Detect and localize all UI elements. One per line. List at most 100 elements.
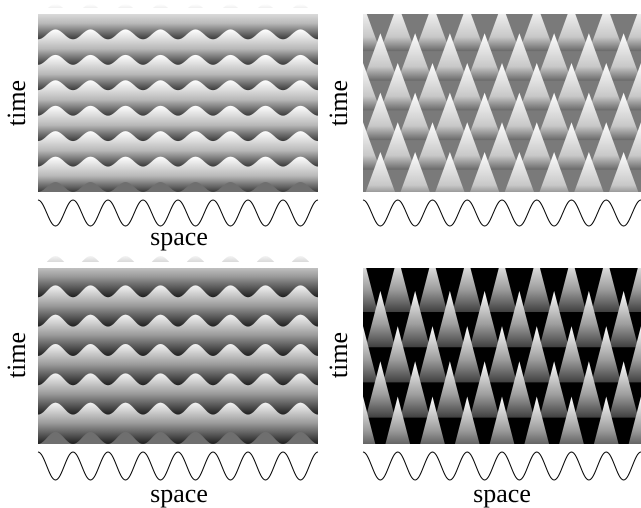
cone-mark xyxy=(470,361,500,418)
cone-mark xyxy=(470,290,500,348)
cone-mark xyxy=(539,290,569,348)
panel-bottom-right: space time xyxy=(323,228,641,508)
cone-mark xyxy=(365,290,395,348)
cone-mark xyxy=(417,255,448,312)
cone-mark xyxy=(522,326,552,383)
cone-mark xyxy=(606,151,641,200)
cone-mark xyxy=(365,361,395,418)
y-axis-label: time xyxy=(2,80,31,126)
cone-mark xyxy=(452,255,482,312)
cone-mark xyxy=(626,396,641,453)
cone-mark xyxy=(623,122,641,170)
cone-mark xyxy=(519,122,555,170)
cone-mark xyxy=(484,62,520,111)
cone-mark xyxy=(432,33,468,81)
cone-mark xyxy=(449,62,485,111)
wave-curve xyxy=(362,451,641,481)
cone-mark xyxy=(467,151,502,200)
x-axis-label: space xyxy=(150,222,208,251)
cone-mark xyxy=(380,3,416,52)
cone-mark xyxy=(397,33,433,81)
cone-mark xyxy=(536,92,572,141)
cone-mark xyxy=(397,92,433,141)
cone-mark xyxy=(487,255,517,312)
cone-mark xyxy=(415,3,450,52)
cone-mark xyxy=(380,62,416,111)
cone-mark xyxy=(383,326,413,383)
cone-mark xyxy=(556,255,587,312)
cone-mark xyxy=(556,326,587,383)
y-axis-label: time xyxy=(2,332,31,378)
cone-mark xyxy=(435,290,465,348)
panel-top-right: space time xyxy=(323,0,641,251)
cone-mark xyxy=(609,290,639,348)
wave-curve xyxy=(362,199,641,227)
cone-mark xyxy=(467,92,502,141)
cone-mark xyxy=(606,92,641,141)
wave-curve xyxy=(37,451,319,481)
cone-mark xyxy=(383,396,413,453)
cone-mark xyxy=(484,122,520,170)
cone-mark xyxy=(504,361,534,418)
plot-area xyxy=(323,228,641,464)
cone-mark xyxy=(519,62,555,111)
cone-mark xyxy=(623,62,641,111)
cone-mark xyxy=(363,151,398,200)
time-band xyxy=(38,4,318,40)
time-band xyxy=(38,314,318,356)
cone-mark xyxy=(522,396,552,453)
cone-mark xyxy=(502,33,537,81)
cone-mark xyxy=(502,92,537,141)
cone-mark xyxy=(363,33,398,81)
plot-area xyxy=(38,256,318,444)
cone-mark xyxy=(554,62,589,111)
cone-mark xyxy=(467,33,502,81)
cone-mark xyxy=(571,92,607,141)
cone-mark xyxy=(487,326,517,383)
cone-mark xyxy=(571,33,607,81)
cone-mark xyxy=(415,122,450,170)
panel-top-left: space time xyxy=(2,4,319,251)
x-axis-label: space xyxy=(473,479,531,508)
time-band xyxy=(38,131,318,167)
cone-mark xyxy=(626,326,641,383)
cone-mark xyxy=(400,361,430,418)
cone-mark xyxy=(432,92,468,141)
cone-mark xyxy=(397,151,433,200)
time-band xyxy=(38,373,318,415)
cone-mark xyxy=(556,396,587,453)
cone-mark xyxy=(432,151,468,200)
plot-area xyxy=(323,0,641,212)
time-band xyxy=(38,29,318,65)
cone-mark xyxy=(626,255,641,312)
wave-curve xyxy=(37,199,319,227)
time-band xyxy=(38,402,318,444)
x-axis-label: space xyxy=(150,479,208,508)
time-band xyxy=(38,285,318,327)
time-band xyxy=(38,105,318,142)
cone-mark xyxy=(591,255,621,312)
cone-mark xyxy=(417,326,448,383)
cone-mark xyxy=(417,396,448,453)
cone-mark xyxy=(571,151,607,200)
time-band xyxy=(38,54,318,91)
cone-mark xyxy=(400,290,430,348)
panel-bottom-left: space time xyxy=(2,256,319,508)
cone-mark xyxy=(452,326,482,383)
cone-mark xyxy=(383,255,413,312)
cone-mark xyxy=(536,151,572,200)
cone-mark xyxy=(539,361,569,418)
cone-mark xyxy=(588,122,624,170)
cone-mark xyxy=(588,62,624,111)
cone-mark xyxy=(449,3,485,52)
time-band xyxy=(38,80,318,116)
cone-mark xyxy=(554,122,589,170)
cone-mark xyxy=(449,122,485,170)
cone-mark xyxy=(574,361,604,418)
cone-mark xyxy=(484,3,520,52)
cone-mark xyxy=(554,3,589,52)
cone-mark xyxy=(435,361,465,418)
cone-mark xyxy=(609,361,639,418)
cone-mark xyxy=(588,3,624,52)
